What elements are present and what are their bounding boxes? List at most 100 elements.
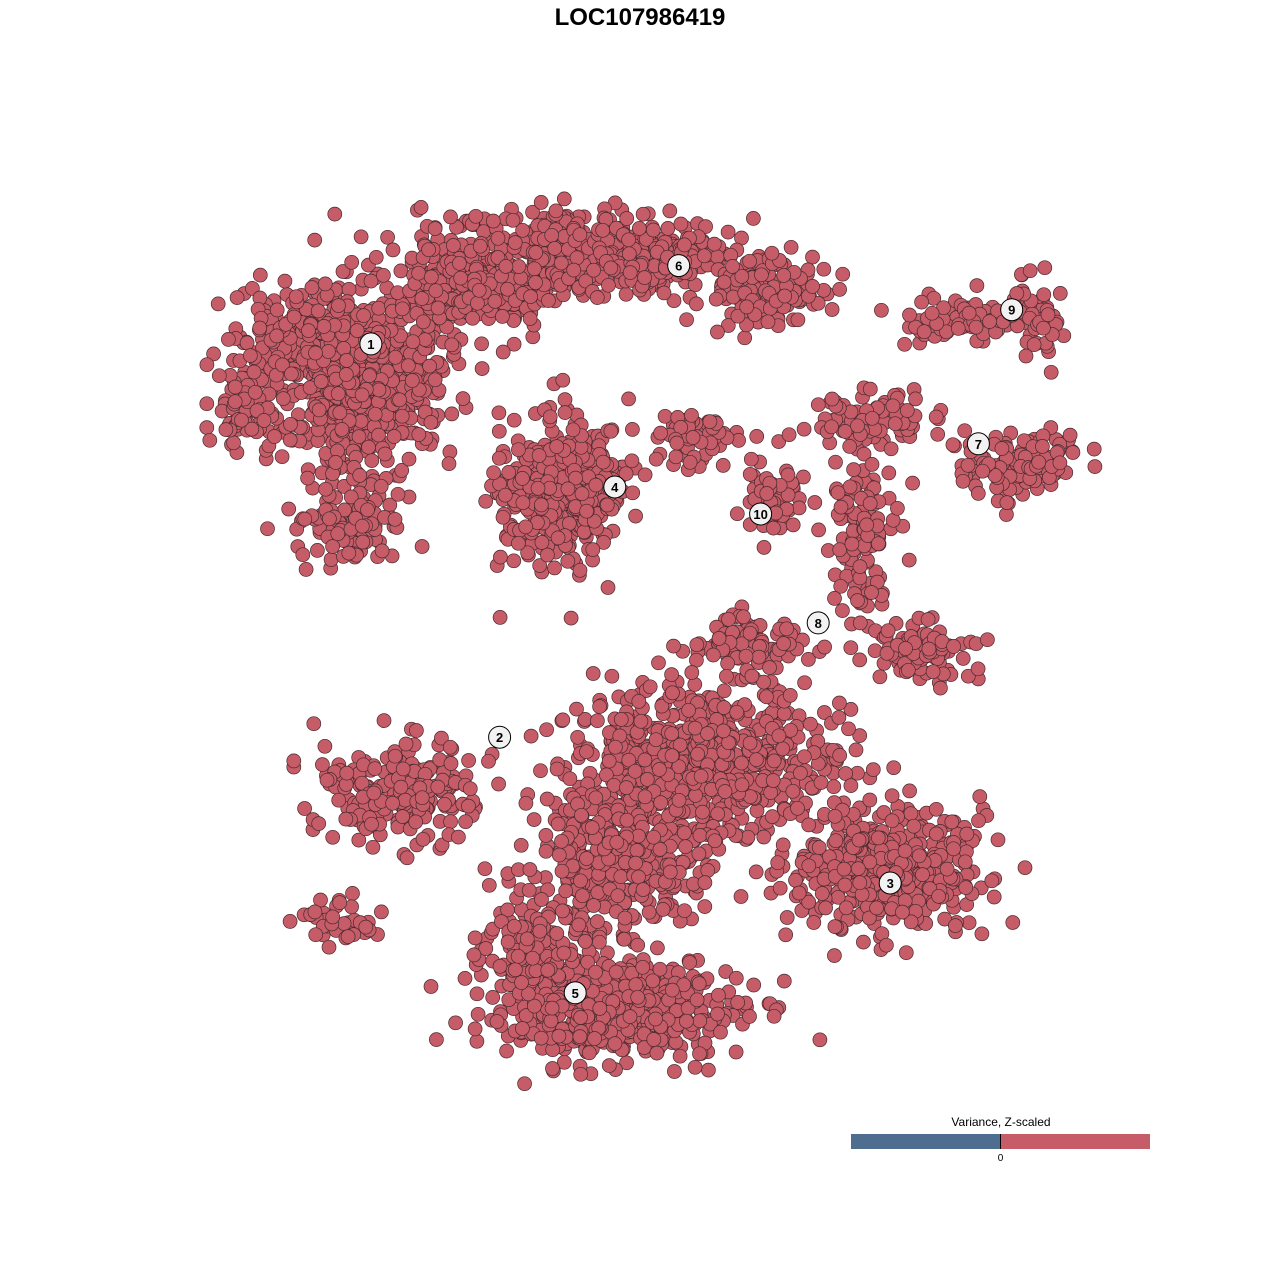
data-point [491, 776, 506, 792]
data-point [737, 330, 753, 346]
data-point [427, 221, 443, 236]
data-point [443, 756, 459, 771]
data-point [386, 429, 402, 444]
data-point [664, 667, 679, 682]
data-point [392, 392, 407, 408]
data-point [711, 631, 727, 646]
data-point [848, 742, 864, 758]
data-point [443, 814, 458, 830]
data-point [924, 305, 940, 321]
data-point [352, 468, 368, 483]
data-point [850, 418, 865, 434]
data-point [339, 353, 355, 368]
data-point [828, 454, 843, 470]
data-point [1031, 454, 1047, 470]
data-point [791, 500, 807, 516]
data-point [234, 412, 249, 428]
data-point [833, 499, 849, 515]
data-point [852, 652, 868, 668]
data-point [393, 779, 409, 795]
data-point [409, 723, 424, 738]
data-point [323, 552, 339, 567]
data-point [637, 467, 653, 483]
data-point [590, 713, 605, 729]
data-point [395, 761, 411, 777]
data-point [720, 224, 736, 240]
data-point [527, 261, 542, 277]
data-point [682, 454, 698, 470]
data-point [366, 785, 382, 801]
data-point [765, 773, 781, 788]
data-point [297, 511, 313, 527]
data-point [572, 562, 588, 578]
data-point [321, 939, 337, 955]
data-point [862, 792, 878, 808]
data-point [645, 222, 661, 238]
data-point [565, 422, 581, 438]
data-point [206, 346, 221, 362]
data-point [898, 945, 914, 961]
data-point [471, 282, 487, 298]
data-point [710, 324, 725, 340]
data-point [311, 816, 327, 831]
data-point [533, 497, 549, 513]
data-point [884, 788, 900, 804]
data-point [921, 641, 937, 657]
data-point [465, 310, 480, 326]
data-point [269, 328, 285, 344]
data-point [441, 456, 457, 472]
data-point [695, 804, 710, 820]
data-point [1065, 445, 1081, 460]
data-point [462, 781, 478, 797]
data-point [653, 425, 668, 441]
data-point [569, 250, 585, 266]
data-point [700, 726, 715, 741]
data-point [689, 637, 705, 653]
data-point [805, 249, 820, 265]
data-point [282, 914, 298, 929]
data-point [974, 926, 990, 942]
data-point [817, 639, 832, 655]
data-point [759, 486, 775, 501]
data-point [814, 886, 830, 901]
data-point [490, 230, 506, 246]
data-point [1037, 260, 1053, 276]
data-point [673, 216, 689, 232]
data-point [363, 273, 379, 289]
data-point [824, 391, 840, 407]
chart-title: LOC107986419 [554, 4, 726, 31]
data-point [746, 211, 761, 226]
data-point [749, 803, 765, 819]
data-point [827, 948, 842, 963]
data-point [244, 421, 260, 437]
data-point [637, 752, 653, 768]
data-point [939, 861, 955, 877]
data-point [692, 828, 708, 843]
data-point [417, 332, 433, 347]
data-point [837, 424, 853, 439]
data-point [530, 480, 546, 496]
data-point [689, 652, 704, 668]
data-point [1062, 427, 1078, 443]
data-point [961, 305, 977, 321]
data-point [902, 783, 917, 799]
data-point [377, 446, 393, 462]
data-point [341, 282, 357, 297]
points-layer [199, 191, 1103, 1092]
data-point [824, 419, 839, 435]
data-point [911, 848, 927, 864]
data-point [690, 746, 706, 762]
data-point [505, 212, 521, 228]
data-point [852, 615, 868, 631]
data-point [458, 814, 473, 830]
data-point [511, 535, 526, 551]
data-point [531, 448, 547, 463]
data-point [621, 232, 636, 248]
data-point [916, 324, 932, 340]
data-point [883, 441, 899, 457]
data-point [945, 437, 961, 453]
data-point [864, 585, 879, 600]
data-point [685, 430, 701, 445]
data-point [816, 261, 832, 277]
data-point [776, 268, 792, 283]
